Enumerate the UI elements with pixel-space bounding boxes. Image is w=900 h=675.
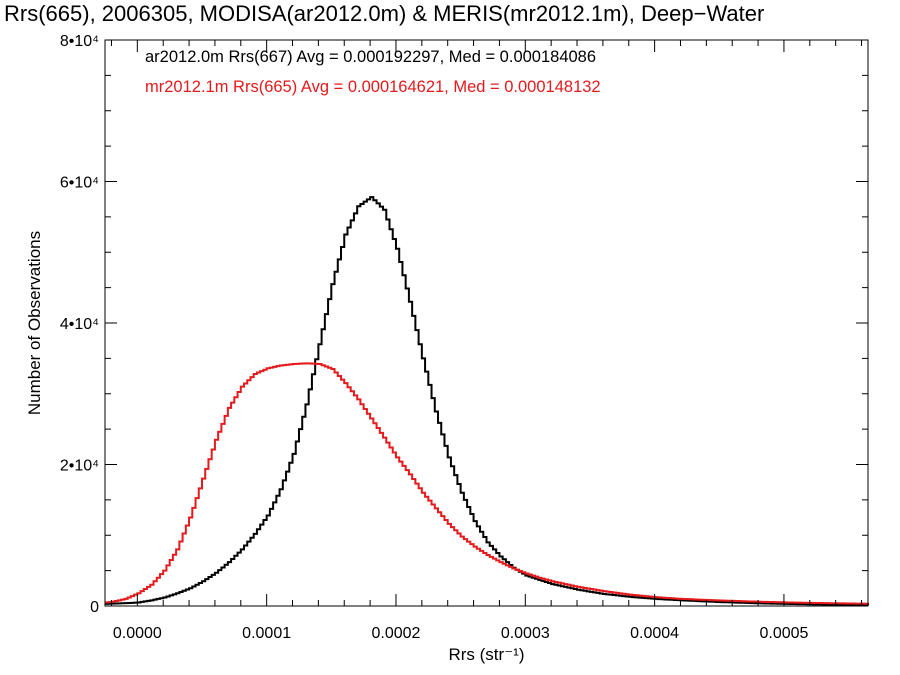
series-line-2 [105, 362, 869, 605]
legend-entry-2: mr2012.1m Rrs(665) Avg = 0.000164621, Me… [145, 78, 601, 96]
x-axis: 0.0000 0.0001 0.0002 0.0003 0.0004 0.0005 [110, 40, 863, 642]
x-tick-label: 0.0004 [630, 625, 679, 642]
x-tick-label: 0.0000 [113, 625, 162, 642]
x-tick-label: 0.0003 [501, 625, 550, 642]
y-tick-label: 6•10⁴ [60, 175, 99, 192]
y-tick-label: 4•10⁴ [60, 316, 99, 333]
x-tick-label: 0.0001 [242, 625, 291, 642]
x-axis-label: Rrs (str⁻¹) [448, 645, 524, 664]
y-tick-label: 0 [90, 599, 99, 616]
y-tick-label: 8•10⁴ [60, 33, 99, 50]
y-axis: 0 2•10⁴ 4•10⁴ 6•10⁴ 8•10⁴ [60, 33, 868, 616]
y-axis-label: Number of Observations [25, 231, 44, 415]
x-tick-label: 0.0002 [372, 625, 421, 642]
series-layer [105, 196, 869, 606]
plot-frame [104, 39, 869, 607]
legend: ar2012.0m Rrs(667) Avg = 0.000192297, Me… [145, 48, 601, 96]
y-tick-label: 2•10⁴ [60, 458, 99, 475]
series-line-1 [105, 196, 869, 606]
x-tick-label: 0.0005 [759, 625, 808, 642]
chart-title: Rrs(665), 2006305, MODISA(ar2012.0m) & M… [4, 1, 765, 26]
legend-entry-1: ar2012.0m Rrs(667) Avg = 0.000192297, Me… [145, 48, 596, 66]
